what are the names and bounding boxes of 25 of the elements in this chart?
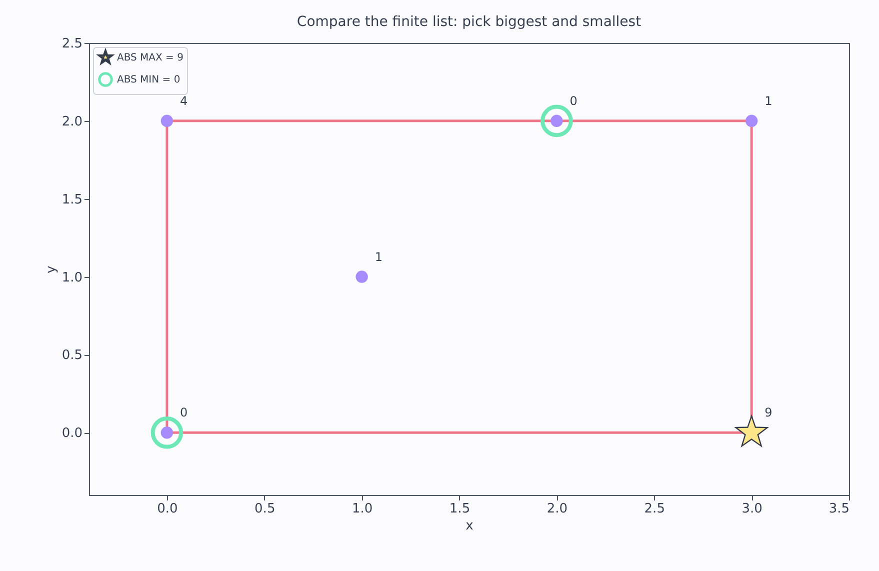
x-axis-title: x (466, 518, 474, 534)
legend-label: ABS MIN = 0 (117, 74, 180, 86)
annotation: 1 (374, 250, 382, 264)
x-tick-label: 2.0 (546, 502, 568, 516)
legend-label: ABS MAX = 9 (117, 52, 184, 64)
x-tick-label: 1.5 (449, 502, 470, 516)
annotation: 4 (180, 94, 188, 108)
annotation: 1 (764, 94, 772, 108)
annotation: 9 (764, 406, 772, 420)
y-tick-label: 0.5 (62, 348, 82, 364)
chart-title: Compare the finite list: pick biggest and smallest (296, 14, 642, 30)
y-axis-title: y (44, 265, 59, 274)
x-tick-label: 0.5 (254, 502, 276, 516)
y-tick-label: 1.5 (62, 192, 82, 208)
y-tick-label: 2.5 (62, 36, 82, 52)
y-tick-label: 1.0 (62, 270, 82, 286)
x-tick-label: 3.0 (742, 502, 762, 516)
annotation: 0 (180, 406, 188, 420)
annotation: 0 (570, 94, 578, 108)
x-tick-label: 2.5 (644, 502, 665, 516)
x-tick-label: 1.0 (352, 502, 373, 516)
x-tick-label: 0.0 (157, 502, 178, 516)
y-tick-label: 2.0 (62, 114, 82, 130)
x-tick-label: 3.5 (828, 502, 850, 516)
y-tick-label: 0.0 (62, 426, 82, 442)
